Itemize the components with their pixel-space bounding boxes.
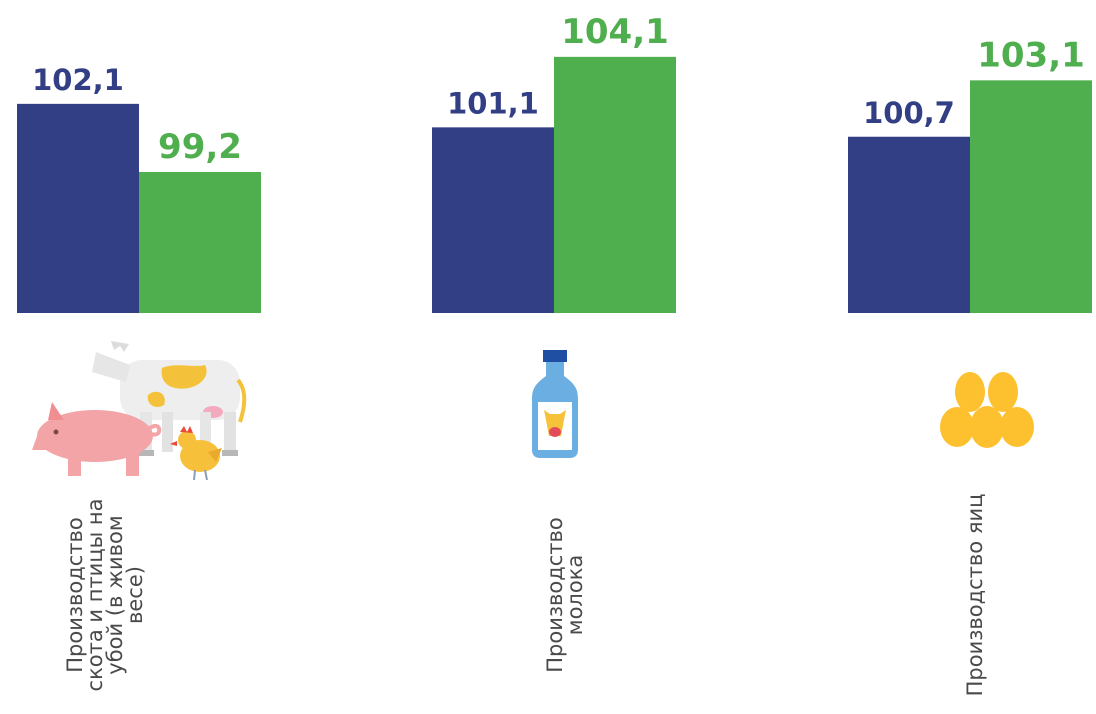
bar-series-2-cat-1 xyxy=(139,172,261,313)
category-label-3: Производство яиц xyxy=(963,493,987,697)
data-label-series-2-cat-2: 104,1 xyxy=(561,12,669,52)
livestock-icon xyxy=(32,341,247,481)
chicken-icon xyxy=(170,426,222,481)
eggs-icon xyxy=(940,372,1034,448)
data-label-series-1-cat-1: 102,1 xyxy=(32,63,124,97)
bar-series-1-cat-1 xyxy=(17,103,139,313)
data-label-series-2-cat-3: 103,1 xyxy=(977,35,1085,75)
category-label-2: Производство молока xyxy=(543,517,587,673)
bar-series-1-cat-3 xyxy=(848,136,970,313)
category-label-1: Производство скота и птицы на убой (в жи… xyxy=(63,498,147,692)
bar-series-1-cat-2 xyxy=(432,127,554,313)
cow-icon xyxy=(92,341,247,456)
data-label-series-1-cat-2: 101,1 xyxy=(447,86,539,120)
data-label-series-1-cat-3: 100,7 xyxy=(863,96,955,130)
data-label-series-2-cat-1: 99,2 xyxy=(158,127,242,167)
bar-series-2-cat-2 xyxy=(554,56,676,313)
pig-icon xyxy=(32,402,162,476)
milk-bottle-icon xyxy=(532,350,578,458)
bar-series-2-cat-3 xyxy=(970,80,1092,313)
